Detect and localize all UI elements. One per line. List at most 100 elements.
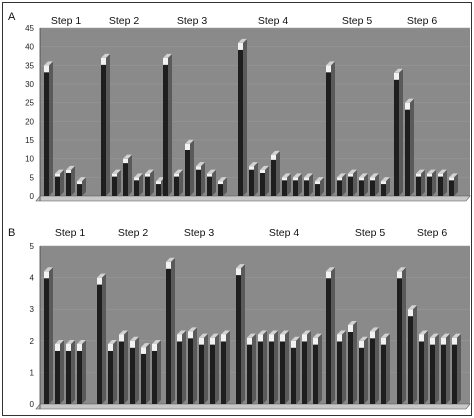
panel-a-step-label: Step 3 — [177, 15, 208, 27]
panel-b-bar-cap — [441, 337, 446, 345]
panel-a-bar — [112, 173, 117, 196]
panel-a-bar-side — [443, 169, 447, 196]
panel-b-bar — [141, 347, 146, 404]
panel-b-bar — [291, 340, 296, 404]
panel-b-bar — [152, 343, 157, 404]
panel-b-bar-cap — [55, 343, 60, 351]
panel-a-bar-top — [438, 169, 447, 174]
panel-b-bar-cap — [210, 337, 215, 345]
panel-b-bar — [55, 343, 60, 404]
panel-a-ytick-label: 15 — [25, 136, 34, 145]
panel-a-bar — [218, 181, 223, 196]
panel-a-bar-cap — [123, 158, 128, 164]
panel-b-bar-top — [313, 333, 322, 338]
panel-b-bar — [119, 334, 124, 404]
panel-b-letter: B — [8, 227, 15, 239]
panel-b-bar-side — [457, 333, 461, 404]
panel-a-bar — [427, 173, 432, 196]
panel-a-step-label: Step 1 — [51, 15, 82, 27]
panel-a-bar-cap — [326, 65, 331, 73]
panel-b-bar-cap — [199, 337, 204, 345]
panel-b-bar — [302, 334, 307, 404]
panel-b-bar-side — [135, 336, 139, 404]
panel-a-bar-top — [163, 53, 172, 58]
panel-b-bar-top — [337, 330, 346, 335]
panel-a-bar — [156, 181, 161, 196]
panel-a-bar-cap — [271, 154, 276, 160]
panel-a-step-label: Step 5 — [342, 15, 373, 27]
panel-a-bar — [405, 102, 410, 196]
panel-a-bar-side — [287, 173, 291, 196]
panel-a-bar — [304, 177, 309, 196]
panel-b-bar-cap — [258, 334, 263, 342]
panel-b-bar-side — [446, 333, 450, 404]
panel-a-bar-side — [201, 162, 205, 196]
panel-a-bar-top — [112, 169, 121, 174]
panel-a-bar-top — [77, 177, 86, 182]
panel-a-bar — [101, 57, 106, 196]
panel-a-bar-cap — [218, 181, 223, 185]
panel-b-bar-top — [247, 333, 256, 338]
panel-b-bar — [408, 309, 413, 404]
panel-a-bar — [66, 169, 71, 196]
panel-a-bar-cap — [66, 169, 71, 174]
panel-a-bar — [77, 181, 82, 196]
panel-b-bar-top — [97, 273, 106, 278]
panel-a-bar-top — [101, 53, 110, 58]
panel-b-bar — [430, 337, 435, 404]
panel-b-bar-cap — [44, 271, 49, 279]
panel-a-bar — [282, 177, 287, 196]
panel-b-bar — [258, 334, 263, 404]
panel-b-bar — [313, 337, 318, 404]
panel-b-bar-top — [77, 339, 86, 344]
panel-b-bar-cap — [302, 334, 307, 342]
panel-a-bar-side — [243, 38, 247, 196]
panel-a-bar-side — [223, 177, 227, 196]
panel-a-bar-top — [123, 154, 132, 159]
panel-a-bar-top — [427, 169, 436, 174]
panel-a-bar — [134, 177, 139, 196]
panel-b-step-label: Step 3 — [184, 227, 215, 239]
panel-b-bar-side — [263, 330, 267, 404]
panel-b-bar-top — [381, 333, 390, 338]
panel-b-bar-top — [258, 330, 267, 335]
panel-a-ytick-label: 5 — [30, 173, 35, 182]
panel-a-bar-top — [416, 169, 425, 174]
panel-a-bar-side — [71, 165, 75, 196]
panel-b-bar-top — [348, 321, 357, 325]
panel-a-bar-cap — [293, 177, 298, 181]
panel-b-bar-side — [171, 257, 175, 404]
panel-b-bar-cap — [313, 337, 318, 345]
panel-b-bar-side — [386, 333, 390, 404]
panel-a-bar-top — [370, 173, 379, 178]
panel-a-ytick-label: 25 — [25, 99, 34, 108]
panel-a-bar-cap — [337, 177, 342, 181]
panel-b-bar-cap — [66, 343, 71, 351]
panel-b-bar-cap — [166, 261, 171, 269]
panel-a-bar-cap — [405, 102, 410, 110]
panel-a-bar-side — [342, 173, 346, 196]
panel-b-bar-top — [452, 333, 461, 338]
panel-b-bar-side — [82, 339, 86, 404]
panel-b-bar-side — [413, 305, 417, 404]
panel-b-bar-top — [152, 339, 161, 344]
panel-b-ytick-label: 3 — [30, 305, 35, 314]
panel-b-bar-top — [141, 343, 150, 348]
panel-a-bar-top — [134, 173, 143, 178]
panel-a-bar-side — [276, 150, 280, 196]
panel-b-bar-side — [182, 330, 186, 404]
panel-b-step-label: Step 6 — [417, 227, 448, 239]
panel-b-bar-side — [60, 339, 64, 404]
panel-a-bar-side — [212, 169, 216, 196]
panel-b-bar-cap — [397, 271, 402, 279]
panel-a-bar — [260, 169, 265, 196]
panel-b-bar-top — [397, 267, 406, 272]
panel-b-step-label: Step 1 — [55, 227, 86, 239]
panel-a-bar-side — [179, 169, 183, 196]
panel-a-bar-top — [66, 165, 75, 170]
panel-a-bar-top — [394, 68, 403, 73]
panel-a-bar-cap — [207, 173, 212, 177]
panel-b-bar — [44, 271, 49, 404]
